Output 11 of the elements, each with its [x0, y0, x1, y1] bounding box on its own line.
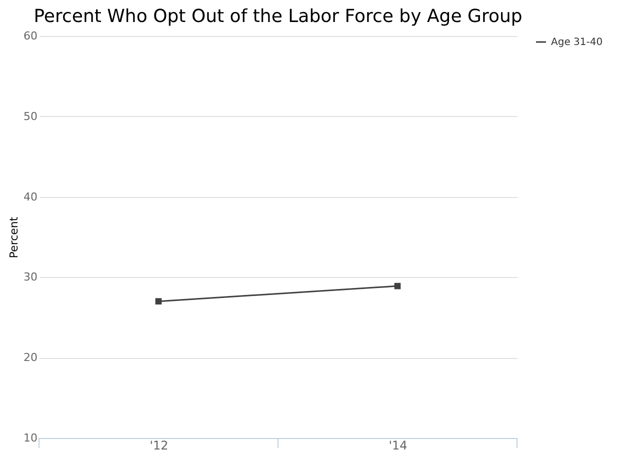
x-tick-label: '14	[388, 438, 408, 452]
y-tick-label: 60	[24, 30, 38, 42]
y-axis-title: Percent	[8, 216, 21, 258]
chart-title: Percent Who Opt Out of the Labor Force by Age Group	[34, 6, 522, 27]
y-tick-label: 40	[24, 190, 38, 204]
y-tick-label: 50	[24, 110, 38, 123]
y-tick-label: 10	[24, 432, 38, 444]
y-tick-label: 30	[24, 270, 38, 284]
legend-label: Age 31-40	[551, 37, 603, 48]
y-tick-label: 20	[24, 351, 38, 364]
x-tick-label: '12	[150, 438, 168, 452]
